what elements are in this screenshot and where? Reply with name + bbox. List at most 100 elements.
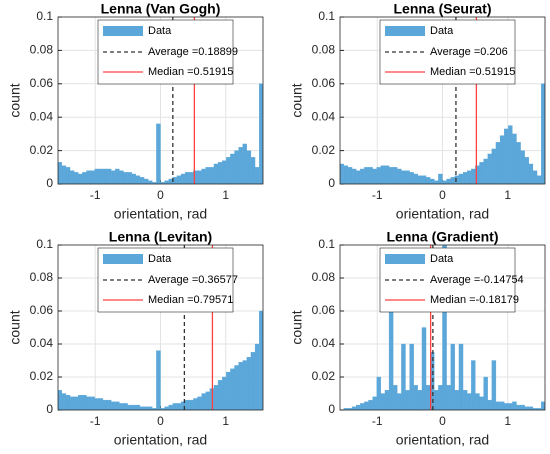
bar [487, 399, 492, 410]
axes-box [339, 244, 546, 411]
bar [405, 390, 410, 410]
bar [438, 385, 443, 410]
bar [364, 401, 369, 410]
y-tick-label: 0 [328, 176, 335, 190]
x-axis-label: orientation, rad [396, 206, 489, 222]
legend-label: Median =0.79571 [148, 294, 233, 306]
bar [222, 376, 227, 410]
y-axis-label: count [7, 310, 23, 344]
bar [347, 167, 353, 184]
bar [234, 150, 239, 184]
bar [135, 404, 141, 410]
bar [209, 167, 215, 184]
bar [254, 167, 260, 184]
bar [512, 133, 517, 184]
legend-label: Data [148, 253, 172, 265]
x-tick-label: 0 [439, 414, 446, 428]
y-tick-label: 0.06 [30, 303, 54, 317]
bar [434, 180, 439, 184]
axes-box [57, 16, 264, 185]
axes-box [339, 16, 546, 185]
bar [94, 398, 99, 410]
bar [450, 343, 455, 410]
legend: Data Average =-0.14754 Median =-0.18179 [379, 247, 524, 313]
bar [372, 396, 377, 410]
legend-swatch [385, 26, 425, 36]
bar [343, 165, 349, 184]
bar [401, 170, 406, 184]
y-tick-label: 0.08 [30, 43, 54, 57]
bars [58, 245, 263, 410]
chart-title: Lenna (Seurat) [393, 1, 491, 17]
bar [90, 170, 95, 184]
bar [458, 343, 464, 410]
y-tick-label: 0.1 [318, 237, 335, 251]
legend-label: Median =0.51915 [430, 66, 515, 78]
bar [384, 165, 390, 184]
bar [246, 357, 252, 410]
bar [164, 406, 169, 410]
bar [119, 403, 124, 410]
x-tick-label: 1 [222, 414, 229, 428]
bar [217, 380, 223, 410]
bar [504, 403, 509, 410]
bar [401, 343, 406, 410]
bar [106, 168, 112, 184]
bar [127, 172, 132, 184]
bar [532, 170, 538, 184]
bar [438, 173, 443, 184]
x-tick-label: -1 [90, 414, 101, 428]
bar [127, 404, 132, 410]
bar [397, 168, 402, 184]
bars [343, 245, 545, 410]
bar [69, 170, 75, 184]
x-tick-label: -1 [90, 188, 101, 202]
bar [176, 175, 182, 184]
bar [197, 396, 202, 410]
bar [148, 406, 153, 410]
bar [123, 172, 128, 184]
legend-swatch [385, 254, 425, 264]
bar [102, 399, 108, 410]
bar [222, 160, 227, 184]
bar [495, 401, 501, 410]
bar [405, 170, 410, 184]
x-tick-label: 0 [157, 414, 164, 428]
bar [217, 162, 223, 184]
bar [360, 168, 365, 184]
bar [65, 167, 71, 184]
bar [430, 178, 435, 184]
bar [82, 172, 87, 184]
bar [376, 167, 381, 184]
bar [205, 391, 210, 410]
bar [450, 177, 455, 184]
x-tick-label: 1 [222, 188, 229, 202]
legend-swatch [103, 26, 143, 36]
bar [226, 371, 231, 410]
bar [98, 398, 104, 410]
bar [74, 396, 79, 410]
bar [368, 399, 373, 410]
legend-label: Average =0.206 [430, 46, 508, 58]
bar [388, 310, 394, 410]
bar [360, 403, 365, 410]
bar [131, 404, 136, 410]
bar [512, 401, 517, 410]
bar [491, 148, 497, 184]
panel: 0 0.02 0.04 0.06 0.08 0.1 -1 0 1 Lenna (Gradient)… [289, 229, 546, 448]
bar [483, 158, 488, 184]
bar [106, 399, 112, 410]
y-tick-label: 0 [328, 402, 335, 416]
bar [446, 178, 451, 184]
legend-label: Data [430, 253, 454, 265]
bar [90, 396, 95, 410]
bar [372, 168, 377, 184]
y-tick-label: 0.08 [312, 43, 336, 57]
bar [102, 168, 108, 184]
bar [205, 167, 210, 184]
bar [123, 403, 128, 410]
bar [376, 376, 381, 410]
bar [421, 327, 427, 410]
bar [434, 390, 439, 410]
bar [413, 385, 418, 410]
